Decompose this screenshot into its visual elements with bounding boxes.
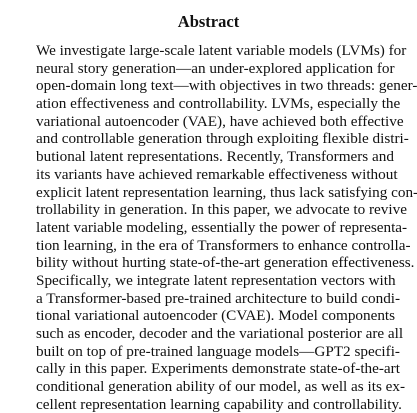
- abstract-line: its variants have achieved remarkable ef…: [36, 165, 398, 183]
- abstract-line: cellent representation learning capabili…: [36, 395, 402, 413]
- abstract-line: bility without hurting state-of-the-art …: [36, 254, 415, 272]
- abstract-line: and controllable generation through expl…: [36, 130, 409, 148]
- abstract-line: latent variable modeling, essentially th…: [36, 218, 408, 236]
- abstract-line: neural story generation—an under-explore…: [36, 59, 395, 77]
- abstract-line: conditional generation ability of our mo…: [36, 378, 406, 396]
- abstract-line: variational autoencoder (VAE), have achi…: [36, 112, 404, 130]
- abstract-line: such as encoder, decoder and the variati…: [36, 325, 404, 342]
- abstract-line: butional latent representations. Recentl…: [36, 148, 394, 166]
- abstract-line: explicit latent representation learning,…: [36, 183, 417, 201]
- abstract-line: We investigate large-scale latent variab…: [36, 42, 407, 59]
- abstract-line: built on top of pre-trained language mod…: [36, 342, 400, 360]
- abstract-line: cally in this paper. Experiments demonst…: [36, 360, 400, 378]
- abstract-line: trollability in generation. In this pape…: [36, 201, 407, 219]
- abstract-line: tional variational autoencoder (CVAE). M…: [36, 307, 396, 325]
- abstract-body: We investigate large-scale latent variab…: [36, 42, 417, 413]
- abstract-line: Specifically, we integrate latent repres…: [36, 271, 396, 289]
- abstract-heading: Abstract: [177, 12, 240, 31]
- abstract-line: ation effectiveness and controllability.…: [36, 95, 401, 113]
- abstract-line: open-domain long text—with objectives in…: [36, 77, 417, 95]
- abstract-line: a Transformer-based pre-trained architec…: [36, 289, 401, 307]
- abstract-line: tion learning, in the era of Transformer…: [36, 236, 411, 254]
